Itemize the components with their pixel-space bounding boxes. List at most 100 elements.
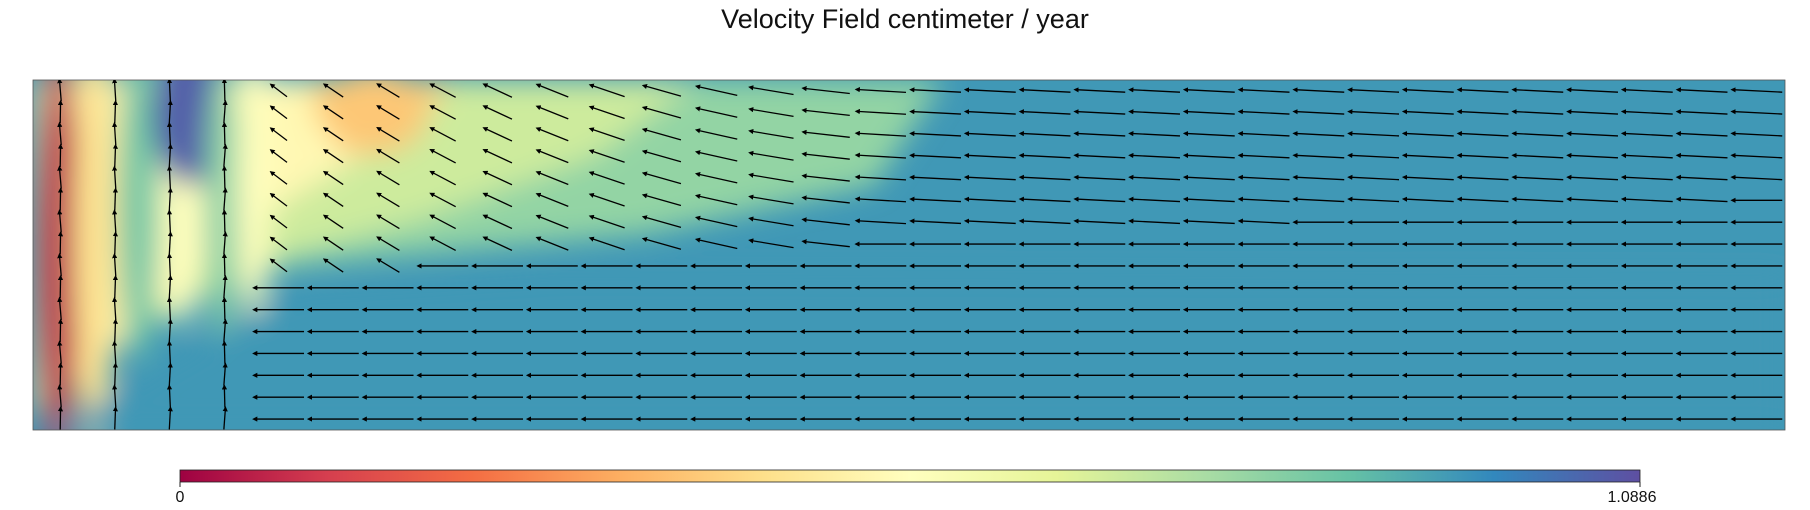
velocity-arrow bbox=[588, 236, 625, 251]
velocity-arrow bbox=[1292, 130, 1345, 137]
velocity-arrow bbox=[535, 192, 569, 207]
velocity-arrow bbox=[166, 340, 173, 364]
velocity-arrow bbox=[1566, 87, 1619, 93]
velocity-arrow bbox=[57, 252, 63, 277]
velocity-arrow bbox=[1073, 109, 1126, 115]
velocity-arrow bbox=[1347, 109, 1400, 115]
velocity-arrow bbox=[1675, 174, 1728, 181]
velocity-arrow bbox=[1401, 196, 1454, 203]
velocity-arrow bbox=[694, 193, 738, 206]
velocity-arrow bbox=[221, 209, 228, 233]
velocity-arrow bbox=[854, 218, 907, 225]
velocity-arrow bbox=[221, 296, 228, 321]
velocity-arrow bbox=[322, 148, 344, 164]
velocity-arrow bbox=[222, 274, 228, 299]
velocity-arrow bbox=[854, 130, 907, 137]
velocity-arrow bbox=[1128, 87, 1181, 93]
velocity-arrow bbox=[482, 170, 513, 186]
velocity-arrow bbox=[1128, 196, 1181, 203]
velocity-arrow bbox=[588, 83, 625, 98]
velocity-arrow bbox=[1182, 109, 1235, 115]
velocity-arrow bbox=[1292, 152, 1345, 159]
velocity-arrow bbox=[1073, 196, 1126, 203]
velocity-arrow bbox=[166, 384, 173, 408]
velocity-arrow bbox=[482, 236, 513, 251]
velocity-arrow bbox=[1128, 109, 1181, 115]
heat-yellow-col-1 bbox=[73, 80, 116, 430]
velocity-arrow bbox=[1073, 87, 1126, 93]
velocity-arrow bbox=[269, 236, 288, 251]
velocity-arrow bbox=[376, 148, 400, 164]
velocity-arrow bbox=[1511, 174, 1564, 181]
velocity-arrow bbox=[57, 384, 63, 408]
velocity-arrow bbox=[1128, 174, 1181, 181]
velocity-arrow bbox=[694, 106, 738, 118]
velocity-arrow bbox=[694, 84, 738, 97]
velocity-arrow bbox=[376, 258, 400, 273]
velocity-arrow bbox=[854, 174, 907, 181]
velocity-arrow bbox=[588, 171, 625, 185]
velocity-arrow bbox=[222, 406, 228, 430]
velocity-arrow bbox=[1073, 130, 1126, 137]
velocity-arrow bbox=[801, 195, 850, 204]
velocity-arrow bbox=[166, 296, 173, 321]
velocity-arrow bbox=[1675, 130, 1728, 137]
velocity-arrow bbox=[269, 105, 288, 120]
velocity-arrow bbox=[222, 143, 228, 167]
velocity-arrow bbox=[112, 121, 118, 146]
velocity-arrow bbox=[167, 99, 173, 124]
velocity-arrow bbox=[269, 192, 288, 207]
velocity-arrow bbox=[112, 274, 119, 299]
velocity-arrow bbox=[376, 127, 400, 142]
velocity-arrow bbox=[588, 214, 625, 229]
velocity-arrow bbox=[963, 152, 1016, 159]
velocity-arrow bbox=[1292, 87, 1345, 93]
velocity-arrow bbox=[112, 165, 118, 189]
velocity-arrow bbox=[963, 109, 1016, 115]
velocity-arrow bbox=[1128, 218, 1181, 225]
velocity-arrow bbox=[1292, 196, 1345, 203]
velocity-arrow bbox=[1347, 196, 1400, 203]
velocity-arrow bbox=[1292, 109, 1345, 115]
plot-border bbox=[32, 79, 1786, 431]
velocity-arrow bbox=[1730, 130, 1783, 137]
heat-lower-blue bbox=[33, 272, 1785, 430]
velocity-arrow bbox=[112, 231, 119, 255]
velocity-arrow bbox=[909, 152, 962, 159]
velocity-arrow bbox=[801, 107, 850, 117]
velocity-arrow bbox=[482, 214, 513, 230]
velocity-arrow bbox=[963, 130, 1016, 137]
velocity-arrow bbox=[482, 105, 513, 120]
velocity-arrow bbox=[641, 127, 682, 141]
velocity-arrow bbox=[1182, 196, 1235, 203]
velocity-arrow bbox=[1401, 109, 1454, 115]
velocity-arrow bbox=[909, 109, 962, 115]
velocity-arrow bbox=[1401, 152, 1454, 159]
velocity-arrow bbox=[167, 231, 173, 255]
velocity-arrow bbox=[1730, 87, 1783, 93]
velocity-arrow bbox=[1237, 152, 1290, 159]
velocity-arrow bbox=[1237, 87, 1290, 93]
velocity-arrow bbox=[963, 218, 1016, 225]
velocity-arrow bbox=[1730, 152, 1783, 159]
velocity-arrow bbox=[1730, 174, 1783, 181]
velocity-arrow bbox=[57, 340, 63, 364]
velocity-arrow bbox=[376, 236, 400, 251]
heat-yellow-col-3 bbox=[236, 80, 272, 318]
velocity-arrow bbox=[1620, 196, 1673, 203]
velocity-arrow bbox=[588, 127, 625, 141]
velocity-arrow bbox=[221, 80, 228, 102]
velocity-arrow bbox=[167, 187, 173, 211]
velocity-arrow bbox=[1182, 130, 1235, 137]
velocity-arrow bbox=[1182, 218, 1235, 225]
velocity-arrow bbox=[535, 214, 569, 229]
velocity-arrow bbox=[1511, 152, 1564, 159]
velocity-arrow bbox=[222, 318, 228, 342]
velocity-arrow bbox=[1566, 196, 1619, 203]
velocity-arrow bbox=[1566, 152, 1619, 159]
velocity-arrow bbox=[429, 170, 456, 186]
velocity-arrow bbox=[1182, 152, 1235, 159]
velocity-arrow bbox=[1675, 152, 1728, 159]
velocity-arrow bbox=[1237, 130, 1290, 137]
